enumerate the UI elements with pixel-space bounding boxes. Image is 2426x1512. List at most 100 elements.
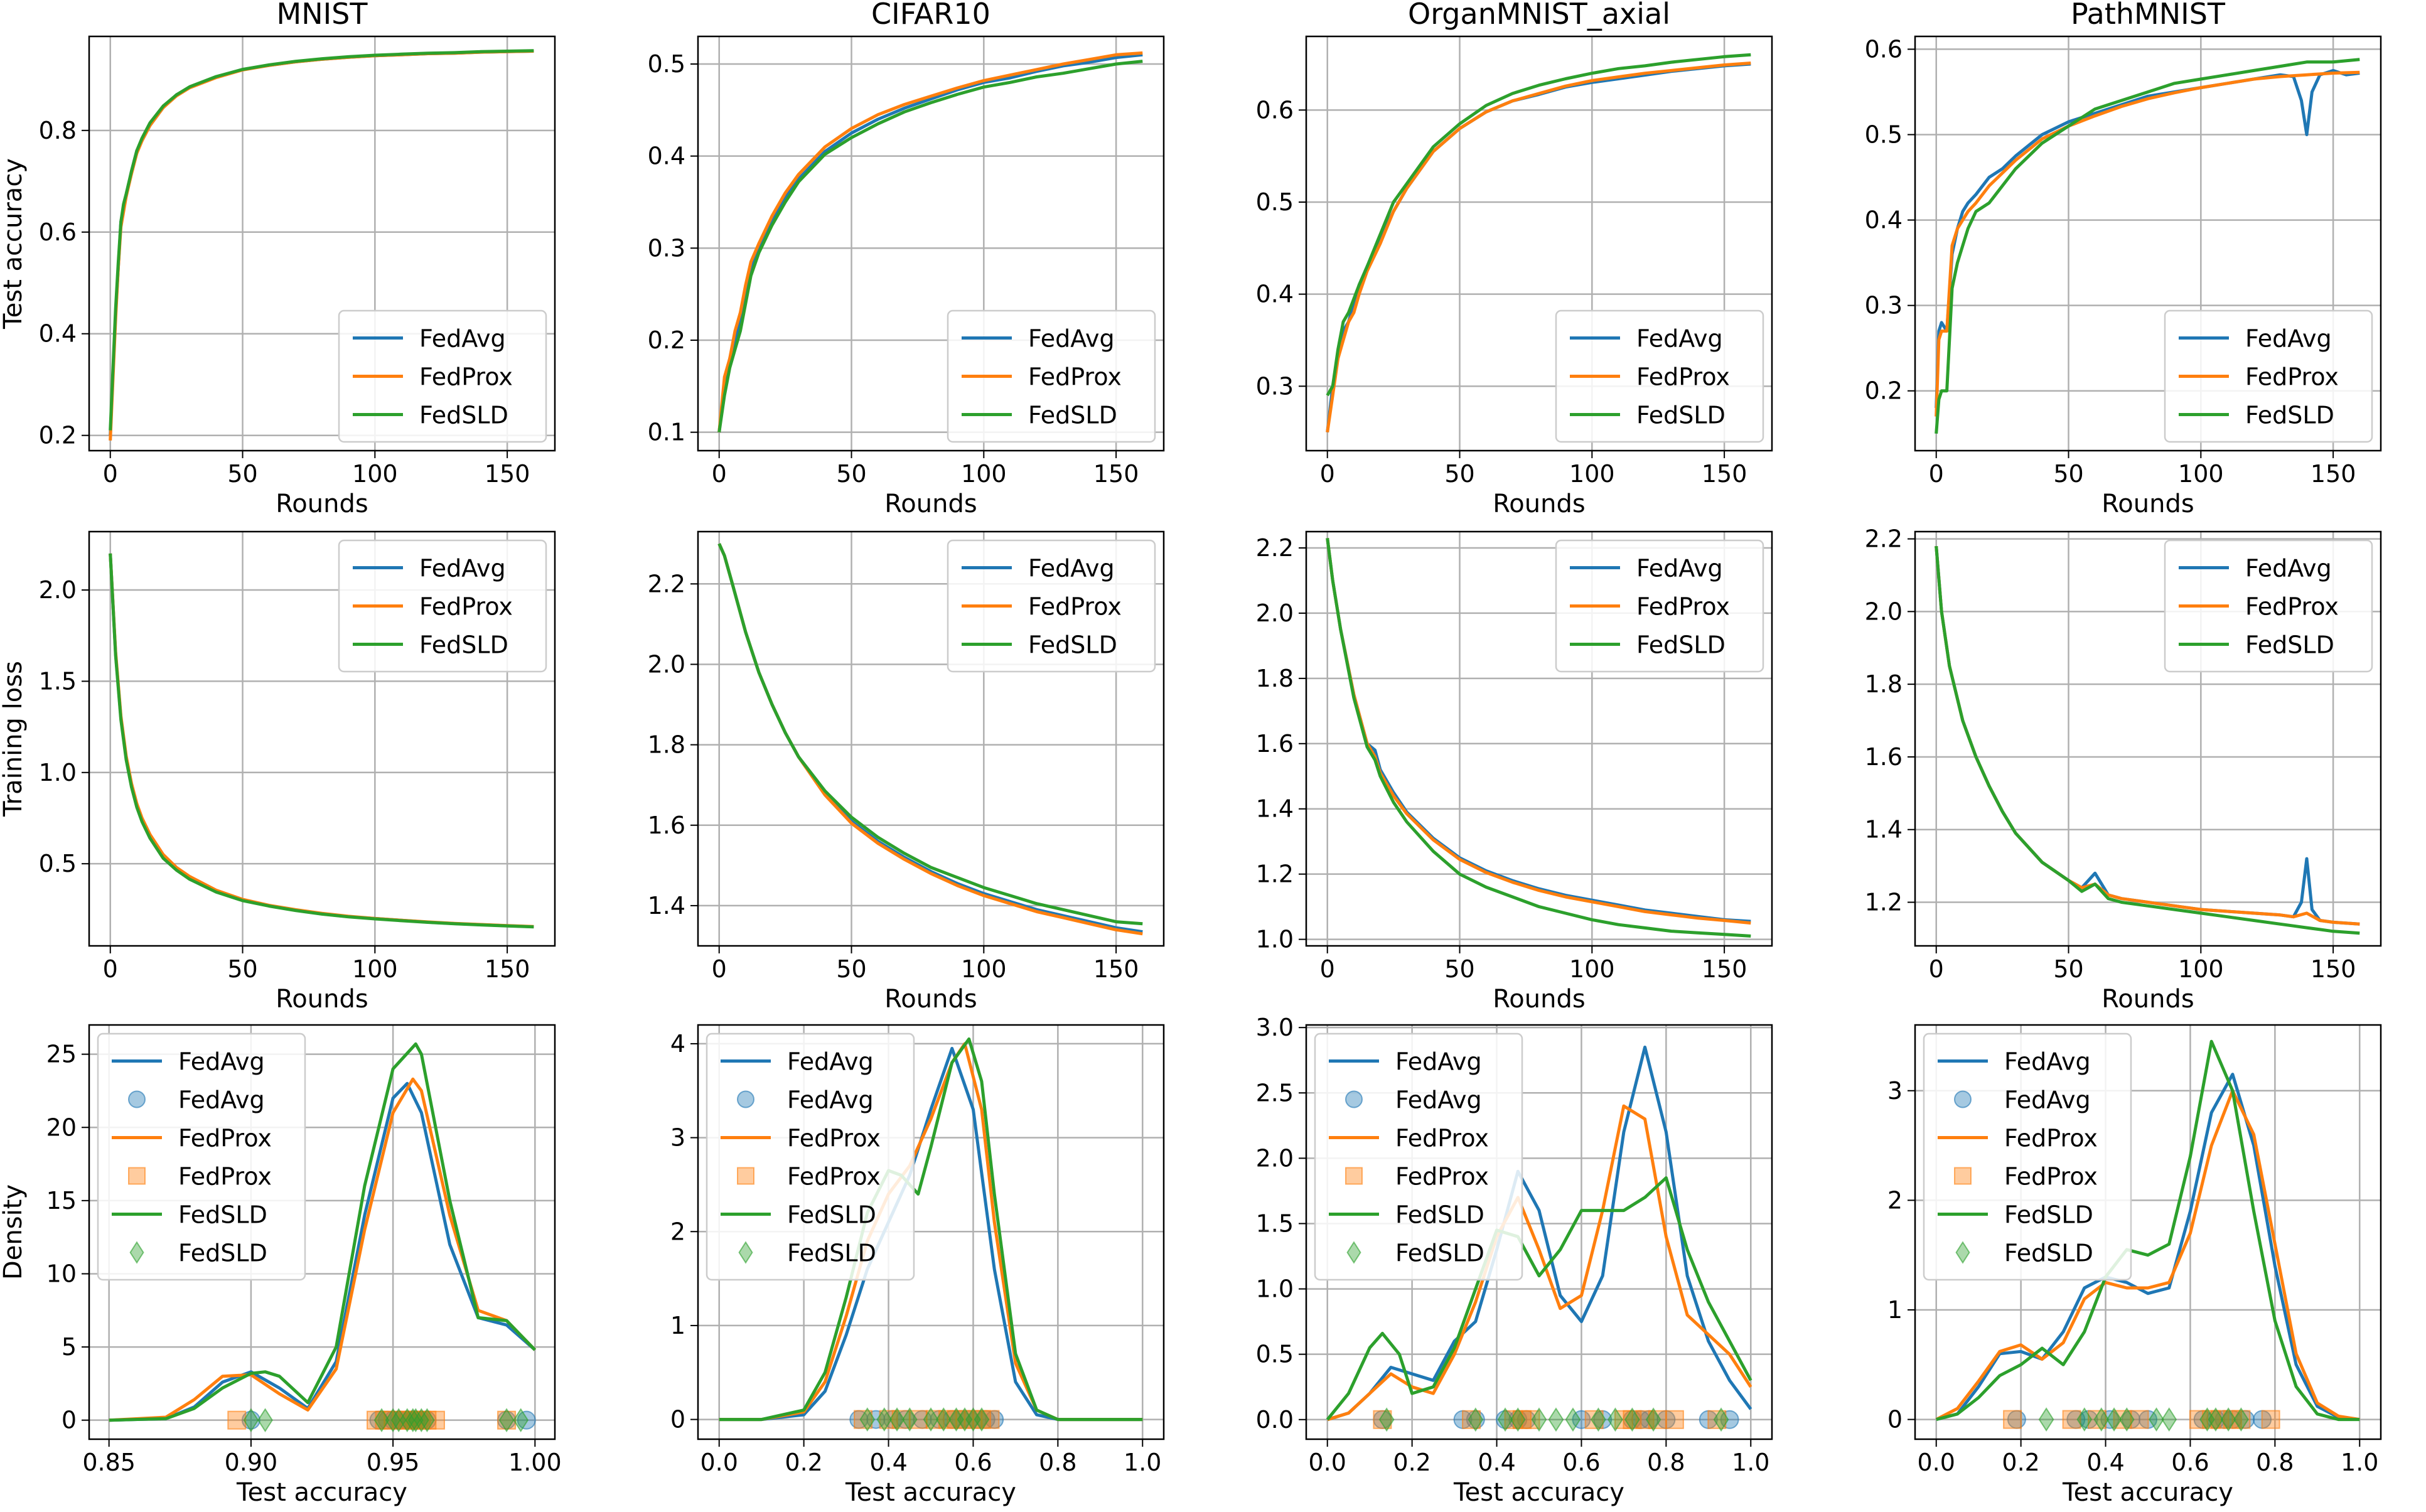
y-tick-label: 0 xyxy=(1887,1406,1903,1434)
x-tick-label: 0 xyxy=(712,460,727,488)
legend-label: FedAvg xyxy=(1636,555,1723,582)
x-tick-label: 1.0 xyxy=(2341,1449,2378,1476)
x-tick-label: 0.2 xyxy=(2002,1449,2039,1476)
subplot-2-0: 0.85 0.90 0.95 1.00 0 5 10 15 20 25 Test accuracy D… xyxy=(0,1024,562,1507)
y-tick-label: 0 xyxy=(670,1406,685,1434)
legend-label: FedProx xyxy=(178,1125,272,1152)
axes-frame xyxy=(88,1024,556,1440)
axes-frame xyxy=(1914,530,2382,947)
legend-label: FedSLD xyxy=(2245,631,2334,659)
y-tick-label: 1.6 xyxy=(648,812,685,839)
x-tick-label: 50 xyxy=(836,955,866,983)
y-tick-label: 2.2 xyxy=(1256,534,1294,562)
legend-label: FedProx xyxy=(1395,1163,1489,1191)
y-tick-label: 0.6 xyxy=(1256,96,1294,124)
y-tick-label: 0 xyxy=(62,1407,77,1434)
x-axis-label: Rounds xyxy=(1493,490,1585,518)
axes-frame xyxy=(1305,530,1773,947)
y-tick-label: 0.8 xyxy=(39,117,77,144)
legend-label: FedSLD xyxy=(787,1201,876,1229)
legend-label: FedSLD xyxy=(1395,1201,1484,1229)
series-line-fedprox xyxy=(719,1042,1143,1422)
data-point-fedsld xyxy=(2106,1407,2122,1432)
x-axis-label: Test accuracy xyxy=(2062,1478,2233,1507)
legend: FedAvg FedProx FedSLD xyxy=(2164,309,2373,443)
data-point-fedsld xyxy=(373,1408,390,1433)
x-tick-label: 0 xyxy=(103,955,118,983)
data-point-fedsld xyxy=(390,1408,407,1433)
legend-marker-fedavg xyxy=(1954,1090,1972,1108)
y-tick-label: 0.5 xyxy=(648,50,685,78)
data-point-fedsld xyxy=(889,1407,905,1432)
data-point-fedsld xyxy=(399,1408,416,1433)
y-tick-label: 0.2 xyxy=(648,326,685,354)
x-tick-label: 1.0 xyxy=(1124,1449,1161,1476)
axes-frame xyxy=(1914,1024,2382,1440)
legend-marker-fedavg xyxy=(1345,1090,1363,1108)
x-tick-label: 100 xyxy=(961,460,1007,488)
y-tick-label: 1.0 xyxy=(1256,1275,1294,1303)
y-tick-label: 0.6 xyxy=(39,218,77,246)
y-tick-label: 1.8 xyxy=(1865,670,1903,698)
legend-box xyxy=(97,1032,306,1281)
data-point-fedsld xyxy=(1531,1407,1547,1432)
legend-label: FedSLD xyxy=(178,1201,267,1229)
y-tick-label: 5 xyxy=(62,1333,77,1361)
x-tick-label: 0.0 xyxy=(1309,1449,1346,1476)
legend-label: FedSLD xyxy=(1028,402,1117,429)
y-tick-label: 2.5 xyxy=(1256,1079,1294,1107)
legend-marker-fedavg xyxy=(737,1090,754,1108)
legend-label: FedSLD xyxy=(1636,631,1726,659)
axes-frame xyxy=(697,1024,1165,1440)
legend: FedAvg FedProx FedSLD xyxy=(947,309,1156,443)
subplot-1-2: 0 50 100 150 1.0 1.2 1.4 1.6 1.8 2.0 2.2 Rounds FedA… xyxy=(1256,530,1773,1014)
data-point-fedsld xyxy=(965,1407,981,1432)
legend: FedAvg FedAvg FedProx FedProx FedSLD FedSLD xyxy=(706,1032,915,1281)
x-tick-label: 100 xyxy=(1569,955,1615,983)
x-axis-label: Test accuracy xyxy=(1453,1478,1624,1507)
y-tick-label: 0.4 xyxy=(39,320,77,348)
subplot-1-3: 0 50 100 1501.21.41.61.82.02.2RoundsFedAvgF… xyxy=(1865,525,2382,1014)
data-point-fedsld xyxy=(1645,1407,1661,1432)
y-tick-label: 15 xyxy=(46,1187,77,1214)
x-tick-label: 0 xyxy=(712,955,727,983)
series-line-fedsld xyxy=(717,60,1143,433)
y-tick-label: 1.8 xyxy=(648,731,685,759)
x-tick-label: 150 xyxy=(1093,955,1139,983)
x-tick-label: 150 xyxy=(1093,460,1139,488)
x-tick-label: 50 xyxy=(2053,460,2083,488)
legend-label: FedProx xyxy=(2004,1125,2098,1152)
y-tick-label: 0.5 xyxy=(1256,188,1294,216)
y-tick-label: 1.0 xyxy=(1256,926,1294,953)
y-tick-label: 1.0 xyxy=(39,759,77,786)
legend-label: FedProx xyxy=(419,363,513,391)
data-point-fedsld xyxy=(2199,1407,2215,1432)
y-tick-label: 2.2 xyxy=(648,570,685,598)
legend-box xyxy=(947,539,1156,673)
subplot-0-0: 0 50 100 150 0.2 0.4 0.6 0.8 MNIST Rounds Test acc… xyxy=(0,0,556,518)
y-tick-label: 10 xyxy=(46,1260,77,1287)
y-tick-label: 3.0 xyxy=(1256,1014,1294,1041)
legend-marker-fedprox xyxy=(1345,1167,1363,1185)
data-point-fedsld xyxy=(2161,1407,2177,1432)
y-tick-label: 1 xyxy=(1887,1296,1903,1324)
x-tick-label: 0 xyxy=(103,460,118,488)
data-point-fedsld xyxy=(1468,1407,1484,1432)
legend-marker-fedsld xyxy=(1955,1241,1970,1264)
y-tick-label: 1.8 xyxy=(1256,665,1294,692)
legend-box xyxy=(1555,309,1764,443)
legend-label: FedAvg xyxy=(787,1048,874,1076)
legend-label: FedSLD xyxy=(1636,402,1726,429)
legend-label: FedProx xyxy=(1028,593,1122,621)
x-tick-label: 0.4 xyxy=(2086,1449,2124,1476)
legend-label: FedAvg xyxy=(2004,1048,2091,1076)
data-point-fedsld xyxy=(1565,1407,1581,1432)
legend-label: FedAvg xyxy=(419,325,506,353)
x-tick-label: 0.0 xyxy=(1918,1449,1955,1476)
x-tick-label: 100 xyxy=(961,955,1007,983)
x-tick-label: 50 xyxy=(2053,955,2083,983)
x-tick-label: 0.6 xyxy=(1562,1449,1600,1476)
data-point-fedsld xyxy=(935,1407,952,1432)
x-tick-label: 50 xyxy=(227,460,257,488)
y-tick-label: 0.6 xyxy=(1865,35,1903,63)
